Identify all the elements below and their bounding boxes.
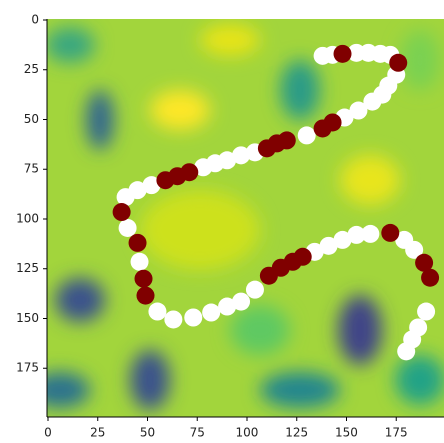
y-tick-label: 0 [31,12,39,26]
point [397,342,416,361]
point [333,230,352,249]
point [363,92,382,111]
point [116,188,135,207]
point [415,253,434,272]
x-tick-label: 25 [90,426,105,440]
point [112,203,131,222]
point [349,101,368,120]
y-tick-label: 150 [16,311,39,325]
point [142,176,161,195]
points [112,43,440,361]
y-tick-label: 75 [24,162,39,176]
point [245,280,264,299]
point [218,297,237,316]
point [232,292,251,311]
point [421,268,440,287]
heatmap [47,19,444,417]
point [194,158,213,177]
point [293,247,312,266]
point [130,252,149,271]
x-tick-label: 100 [236,426,259,440]
point [184,308,203,327]
point [128,233,147,252]
x-tick-label: 125 [285,426,308,440]
x-tick-label: 50 [140,426,155,440]
point [297,126,316,145]
point [347,225,366,244]
y-tick-label: 125 [16,261,39,275]
y-tick-label: 25 [24,62,39,76]
point [148,302,167,321]
point [333,44,352,63]
y-tick-label: 50 [24,112,39,126]
point [361,224,380,243]
point [389,53,408,72]
x-tick-label: 0 [44,426,52,440]
point [405,240,424,259]
x-tick-label: 75 [190,426,205,440]
point [313,119,332,138]
point [381,223,400,242]
y-tick-label: 100 [16,211,39,225]
point [134,269,153,288]
point [156,171,175,190]
point [118,218,137,237]
point [319,236,338,255]
y-tick-label: 175 [16,361,39,375]
point [136,286,155,305]
point [417,302,436,321]
point [232,146,251,165]
x-tick-label: 150 [335,426,358,440]
point [164,310,183,329]
point [257,139,276,158]
point [202,303,221,322]
x-tick-label: 175 [385,426,408,440]
